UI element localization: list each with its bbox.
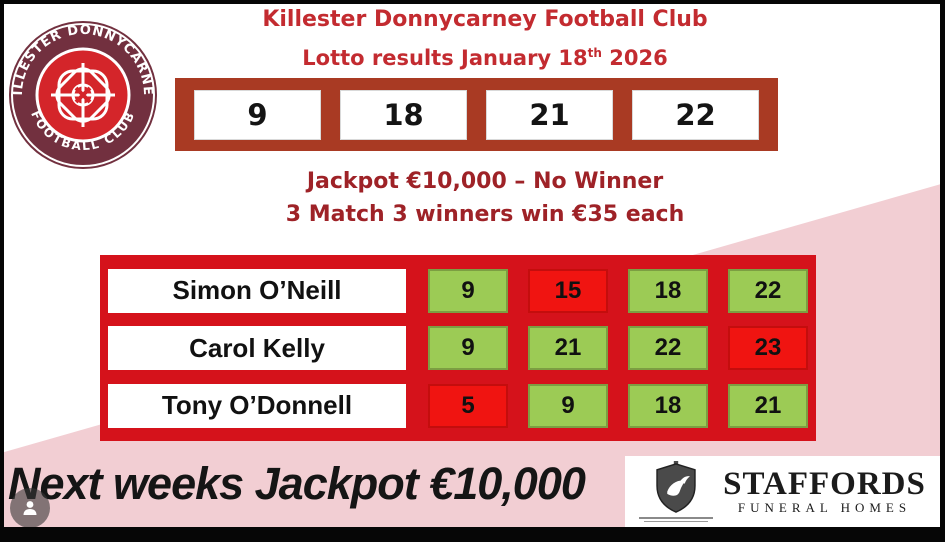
- number-cell: 22: [628, 326, 708, 370]
- tagged-people-button[interactable]: [10, 488, 50, 528]
- draw-date-subtitle: Lotto results January 18th 2026: [160, 46, 810, 70]
- left-letterbox-bar: [0, 0, 4, 527]
- flourish-divider: [644, 521, 709, 522]
- subtitle-text: Lotto results January 18: [302, 46, 588, 70]
- shield-dove-icon: [656, 461, 696, 513]
- next-week-jackpot-text: Next weeks Jackpot €10,000: [8, 458, 586, 509]
- subtitle-ordinal: th: [587, 46, 602, 60]
- table-row: Tony O’Donnell 5 9 18 21: [108, 383, 808, 428]
- number-cell: 22: [728, 268, 808, 313]
- table-row: Simon O’Neill 9 15 18 22: [108, 268, 808, 313]
- sponsor-logo: STAFFORDS FUNERAL HOMES: [625, 456, 940, 527]
- sponsor-tagline: FUNERAL HOMES: [737, 499, 912, 515]
- number-cell: 9: [528, 383, 608, 428]
- winner-name: Tony O’Donnell: [108, 383, 406, 428]
- number-cell: 21: [728, 383, 808, 428]
- number-cell: 5: [428, 383, 508, 428]
- drawn-numbers-bar: 9 18 21 22: [175, 78, 778, 151]
- jackpot-line: Jackpot €10,000 – No Winner: [306, 169, 664, 194]
- match3-winners-table: Simon O’Neill 9 15 18 22 Carol Kelly 9 2…: [100, 255, 816, 441]
- table-row: Carol Kelly 9 21 22 23: [108, 326, 808, 370]
- number-cell: 9: [428, 326, 508, 370]
- drawn-number: 21: [486, 89, 613, 140]
- match3-line: 3 Match 3 winners win €35 each: [285, 202, 685, 227]
- number-cell: 18: [628, 268, 708, 313]
- drawn-number: 22: [632, 89, 759, 140]
- sponsor-name: STAFFORDS: [723, 465, 926, 502]
- drawn-number: 9: [194, 89, 321, 140]
- right-letterbox-bar: [940, 0, 945, 527]
- number-cell: 23: [728, 326, 808, 370]
- number-cell: 18: [628, 383, 708, 428]
- top-letterbox-bar: [0, 0, 945, 4]
- jackpot-result-text: Jackpot €10,000 – No Winner 3 Match 3 wi…: [160, 165, 810, 231]
- sponsor-shield: [639, 461, 714, 522]
- bottom-letterbox-bar: [0, 527, 945, 542]
- person-icon: [23, 501, 37, 515]
- drawn-number: 18: [340, 89, 467, 140]
- club-crest-logo: KILLESTER DONNYCARNEY FOOTBALL CLUB: [8, 20, 157, 169]
- number-cell: 15: [528, 268, 608, 313]
- subtitle-year: 2026: [601, 46, 668, 70]
- number-cell: 21: [528, 326, 608, 370]
- number-cell: 9: [428, 268, 508, 313]
- winner-name: Carol Kelly: [108, 326, 406, 370]
- page-title: Killester Donnycarney Football Club: [262, 7, 708, 32]
- flourish-divider: [639, 517, 714, 519]
- winner-name: Simon O’Neill: [108, 268, 406, 313]
